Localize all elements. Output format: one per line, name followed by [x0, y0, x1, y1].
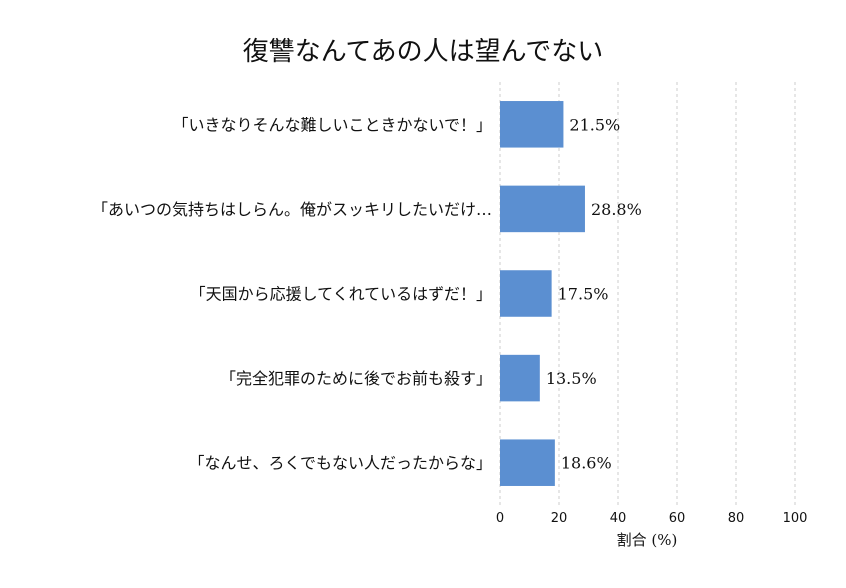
x-tick-label: 100 [783, 511, 808, 526]
value-label: 13.5% [546, 369, 597, 388]
bar-1 [500, 185, 585, 233]
bar-layer [500, 101, 585, 486]
bar-4 [500, 439, 555, 486]
value-label: 17.5% [558, 285, 609, 304]
x-tick-label: 80 [728, 511, 745, 526]
category-label: 「いきなりそんな難しいこときかないで！」 [172, 115, 492, 134]
value-label: 28.8% [591, 200, 642, 219]
x-axis-label: 割合 (%) [617, 531, 678, 549]
bar-0 [500, 101, 564, 148]
category-label: 「天国から応援してくれているはずだ！」 [190, 285, 492, 304]
x-tick-label: 20 [551, 511, 568, 526]
chart-title: 復讐なんてあの人は望んでない [243, 37, 604, 67]
category-label: 「あいつの気持ちはしらん。俺がスッキリしたいだけ… [92, 200, 492, 219]
x-tick-label: 60 [669, 511, 686, 526]
x-tick-label: 40 [610, 511, 627, 526]
category-label: 「完全犯罪のために後でお前も殺す」 [220, 369, 492, 388]
tick-layer: 0 20 40 60 80 100 [496, 511, 808, 526]
label-layer: 「いきなりそんな難しいこときかないで！」 21.5% 「あいつの気持ちはしらん。俺が… [92, 115, 642, 472]
value-label: 21.5% [569, 115, 620, 134]
bar-2 [500, 270, 552, 317]
bar-3 [500, 354, 540, 402]
category-label: 「なんせ、ろくでもない人だったからな」 [188, 454, 492, 473]
value-label: 18.6% [561, 454, 612, 473]
x-tick-label: 0 [496, 511, 504, 526]
